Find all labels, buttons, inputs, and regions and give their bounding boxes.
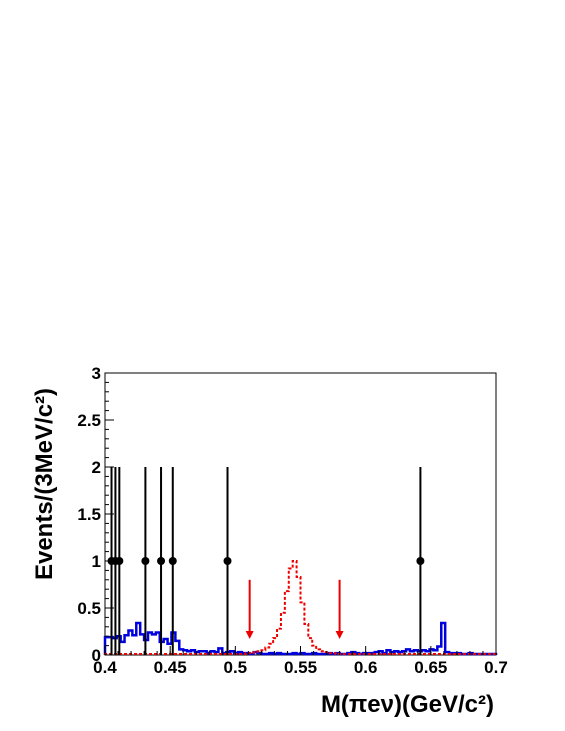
y-tick-label: 0 [92, 646, 101, 665]
x-tick-label: 0.4 [93, 658, 117, 677]
chart-marks: 0.4 0.45 0.5 0.55 0.6 0.65 0.7 0 0.5 1 1.5 2 2.5 3 [77, 364, 507, 677]
x-tick-label: 0.5 [224, 658, 248, 677]
background-histogram [103, 621, 498, 656]
plot-frame [104, 372, 497, 656]
x-tick-label: 0.6 [354, 658, 378, 677]
y-tick-label: 3 [92, 364, 101, 383]
x-tick-label: 0.45 [154, 658, 187, 677]
y-axis-title: Events/(3MeV/c²) [31, 388, 58, 580]
cut-arrow-head [245, 631, 254, 640]
data-point [115, 557, 124, 565]
x-tick-label: 0.55 [284, 658, 317, 677]
x-tick-label: 0.7 [484, 658, 508, 677]
x-tick-label: 0.65 [414, 658, 447, 677]
data-point [141, 557, 150, 565]
y-tick-label: 2.5 [77, 411, 101, 430]
data-point [157, 557, 166, 565]
y-tick-label: 2 [92, 458, 101, 477]
y-tick-label: 0.5 [77, 599, 101, 618]
data-point [416, 557, 425, 565]
x-axis-title: M(πeν)(GeV/c²) [321, 691, 494, 718]
data-point [168, 557, 177, 565]
signal-histogram [104, 560, 497, 656]
y-tick-label: 1 [92, 552, 101, 571]
y-tick-label: 1.5 [77, 505, 101, 524]
data-point [223, 557, 232, 565]
cut-arrow-head [335, 631, 344, 640]
